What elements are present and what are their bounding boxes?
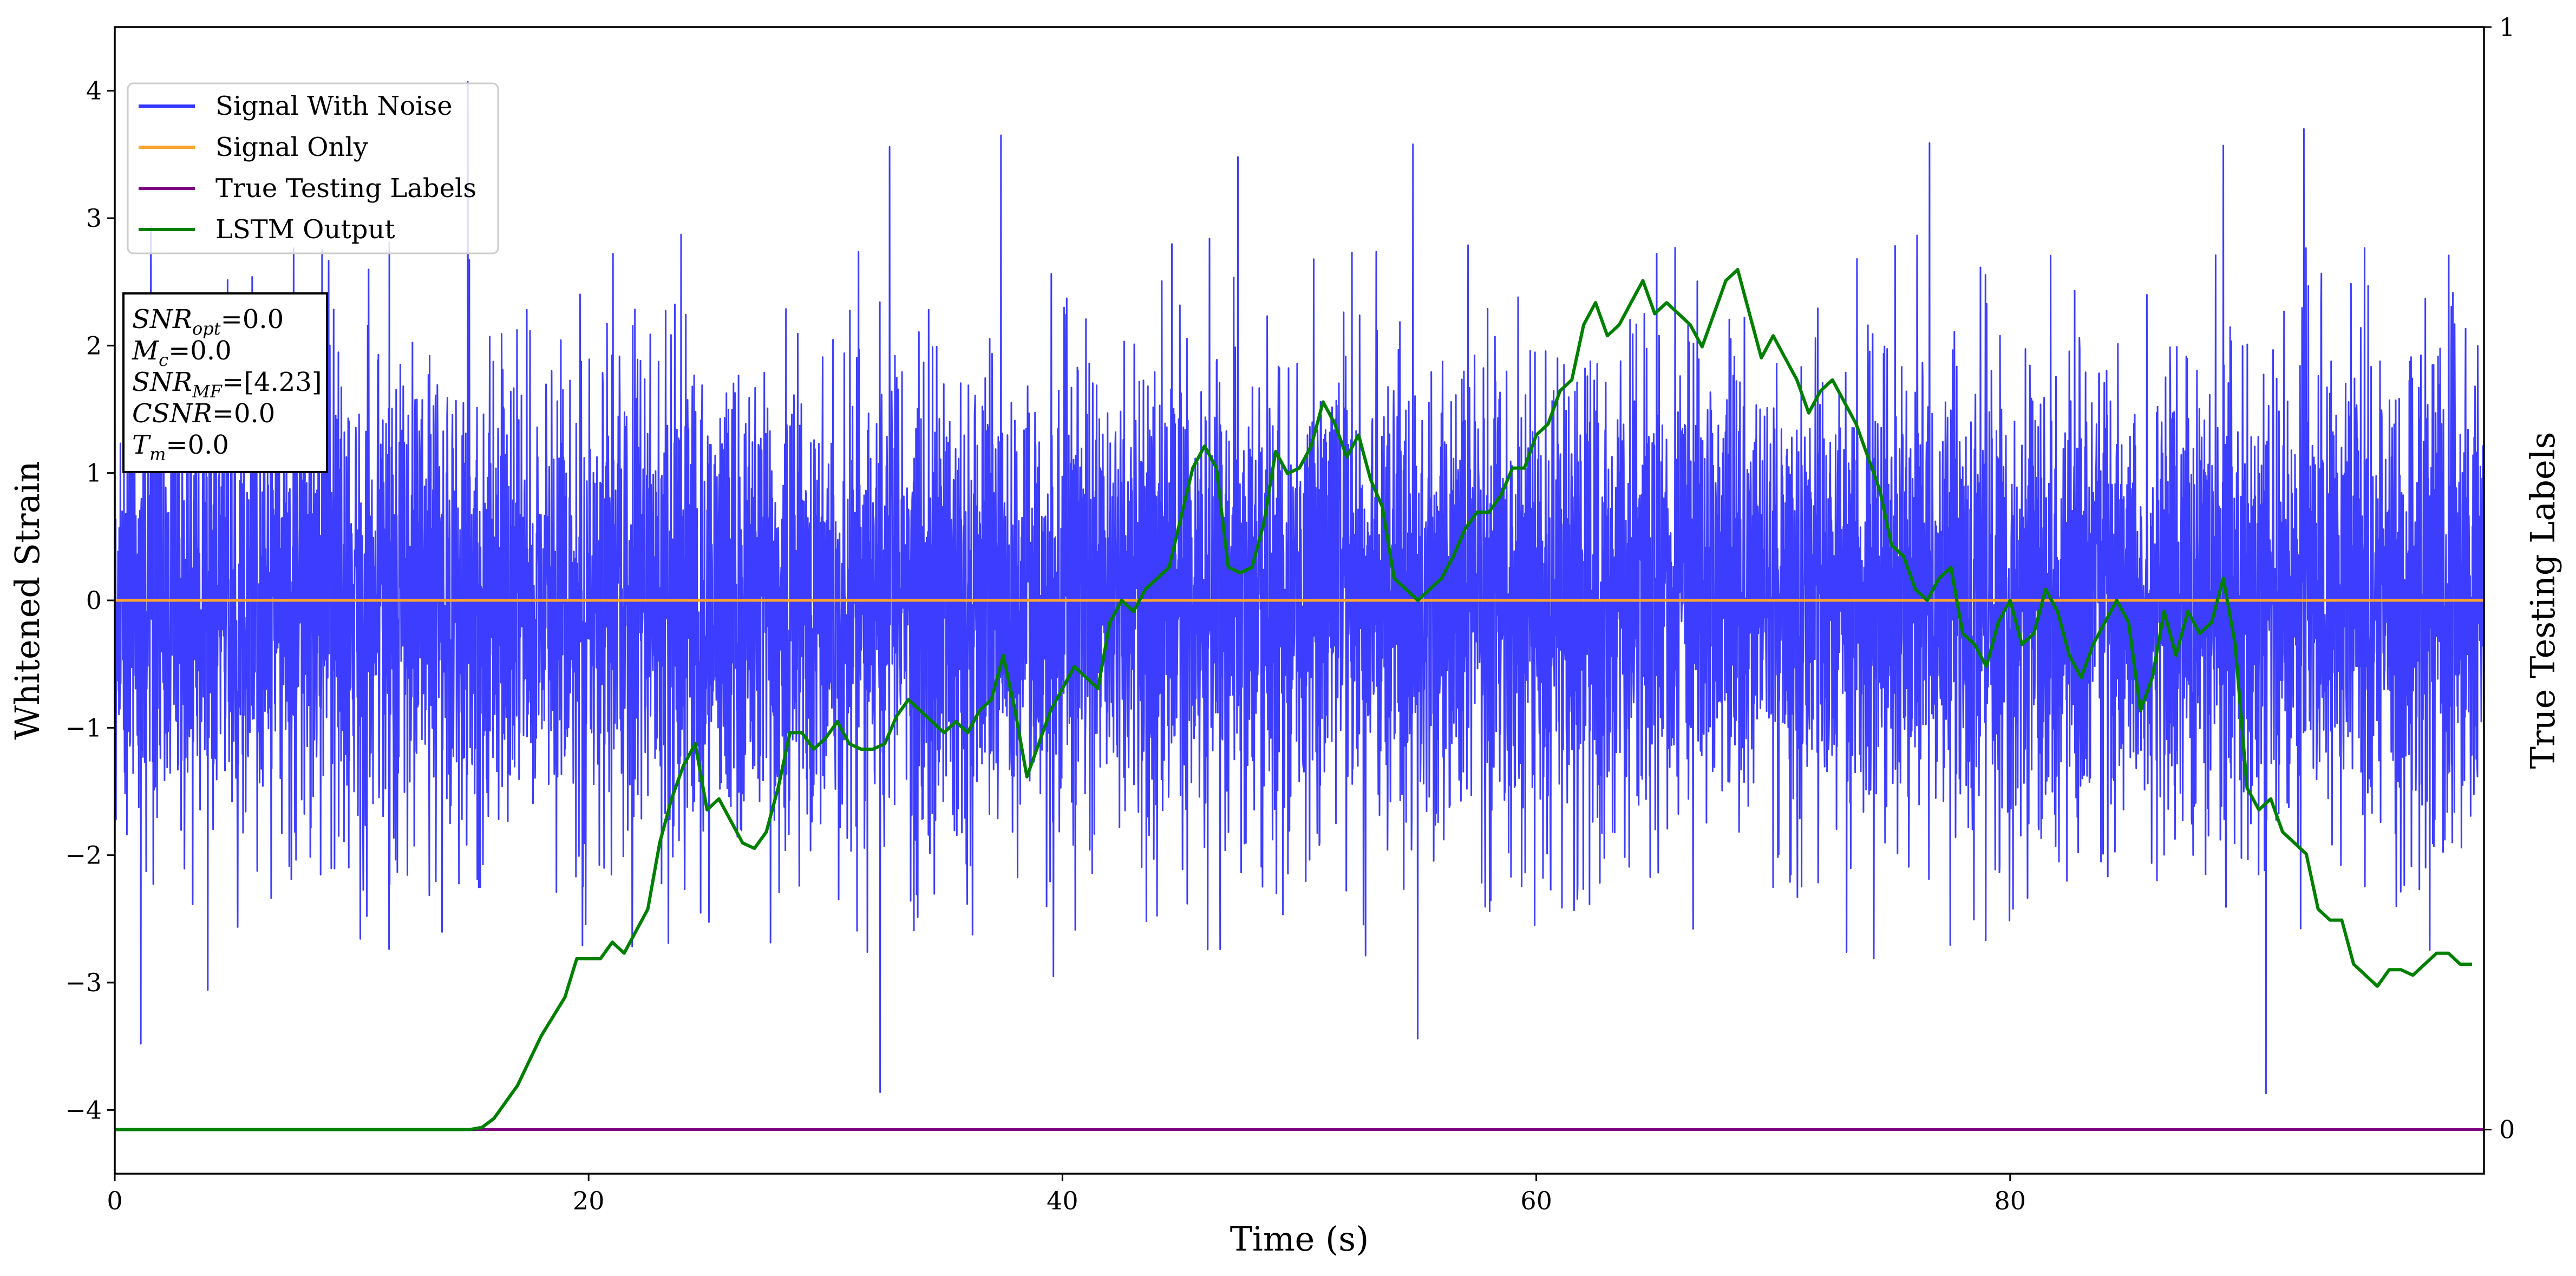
info-tm-base: T [132, 430, 151, 460]
info-csnr-value: =0.0 [212, 398, 276, 429]
y-tick-label: 0 [86, 586, 102, 615]
y-axis-label: Whitened Strain [8, 461, 47, 740]
info-line-csnr: CSNR=0.0 [132, 398, 275, 429]
y-tick-label: 1 [86, 459, 102, 488]
info-snr-mf-sub: MF [192, 381, 223, 402]
info-tm-value: =0.0 [166, 430, 229, 460]
y-tick-label: 4 [86, 76, 102, 106]
y-tick-label: 2 [86, 331, 102, 360]
y2-axis-label: True Testing Labels [2523, 432, 2562, 769]
legend-label: True Testing Labels [215, 173, 476, 204]
legend-frame [127, 82, 499, 254]
info-line-snr-opt: SNRopt=0.0 [132, 304, 284, 339]
x-tick-label: 20 [573, 1186, 605, 1215]
info-mc-value: =0.0 [168, 336, 232, 366]
legend: Signal With Noise Signal Only True Testing… [127, 82, 499, 254]
legend-label: Signal With Noise [215, 91, 453, 121]
info-snr-mf-value: =[4.23] [222, 367, 322, 397]
info-mc-sub: c [159, 350, 168, 370]
legend-label: Signal Only [215, 132, 368, 162]
series-signal-with-noise [115, 81, 2484, 1095]
series-lstm-output [115, 268, 2473, 1131]
info-snr-mf-base: SNR [132, 367, 192, 397]
info-line-tm: Tm=0.0 [132, 430, 229, 464]
info-line-mc: Mc=0.0 [132, 336, 232, 370]
y-tick-label: −1 [65, 713, 102, 742]
info-tm-sub: m [149, 444, 166, 464]
x-tick-label: 80 [1995, 1186, 2026, 1215]
legend-label: LSTM Output [215, 214, 395, 245]
info-line-snr-mf: SNRMF=[4.23] [132, 367, 322, 402]
y2-tick-label: 1 [2499, 12, 2515, 42]
y-tick-label: −4 [65, 1095, 102, 1124]
info-mc-base: M [132, 336, 160, 366]
y-tick-label: 3 [86, 204, 102, 233]
info-snr-opt-base: SNR [132, 304, 192, 335]
y-tick-label: −3 [65, 968, 102, 997]
y-tick-label: −2 [65, 841, 102, 870]
info-box: SNRopt=0.0 Mc=0.0 SNRMF=[4.23] CSNR=0.0 … [122, 292, 328, 473]
x-tick-label: 40 [1047, 1186, 1078, 1215]
info-csnr-base: CSNR [132, 398, 212, 429]
y2-tick-label: 0 [2499, 1115, 2515, 1144]
x-tick-label: 60 [1520, 1186, 1552, 1215]
series-layer [115, 81, 2484, 1131]
info-box-frame [122, 292, 328, 473]
x-axis-label: Time (s) [1230, 1219, 1369, 1259]
x-tick-label: 0 [107, 1186, 122, 1215]
info-snr-opt-sub: opt [192, 318, 221, 339]
info-snr-opt-value: =0.0 [221, 304, 284, 335]
